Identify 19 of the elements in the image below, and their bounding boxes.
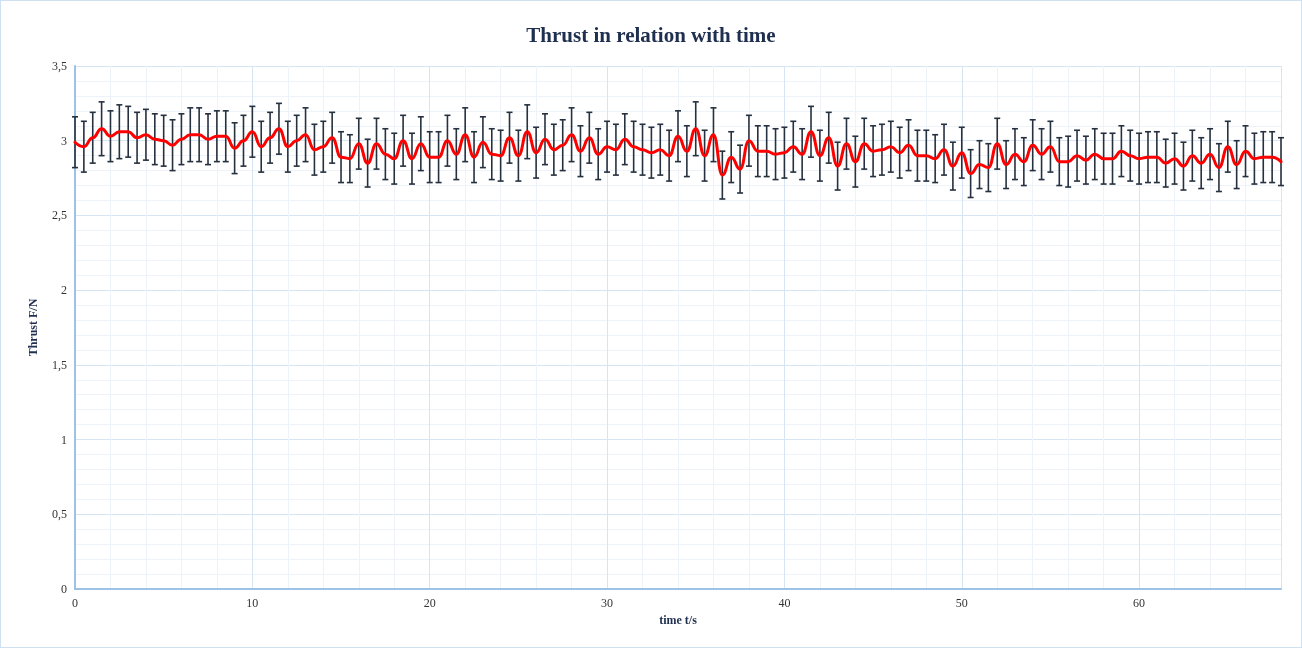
- x-tick-label: 0: [72, 596, 78, 610]
- y-tick-label: 2: [61, 283, 67, 298]
- x-tick-label: 60: [1133, 596, 1146, 610]
- y-tick-label: 1,5: [52, 357, 67, 372]
- x-tick-label: 20: [423, 596, 436, 610]
- y-axis-title: Thrust F/N: [26, 298, 40, 357]
- line-series: [73, 127, 1283, 177]
- chart-title: Thrust in relation with time: [526, 22, 776, 47]
- y-tick-label: 1: [61, 432, 67, 447]
- x-tick-label: 10: [246, 596, 259, 610]
- y-tick-label: 0: [61, 582, 67, 596]
- y-tick-label: 3: [61, 133, 67, 148]
- x-tick-label: 50: [955, 596, 968, 610]
- y-tick-label: 3,5: [52, 59, 67, 73]
- y-tick-label: 0,5: [52, 507, 67, 522]
- x-tick-label: 40: [778, 596, 791, 610]
- x-tick-label: 30: [601, 596, 614, 610]
- x-axis-title: time t/s: [659, 612, 698, 627]
- y-tick-label: 2,5: [52, 208, 67, 223]
